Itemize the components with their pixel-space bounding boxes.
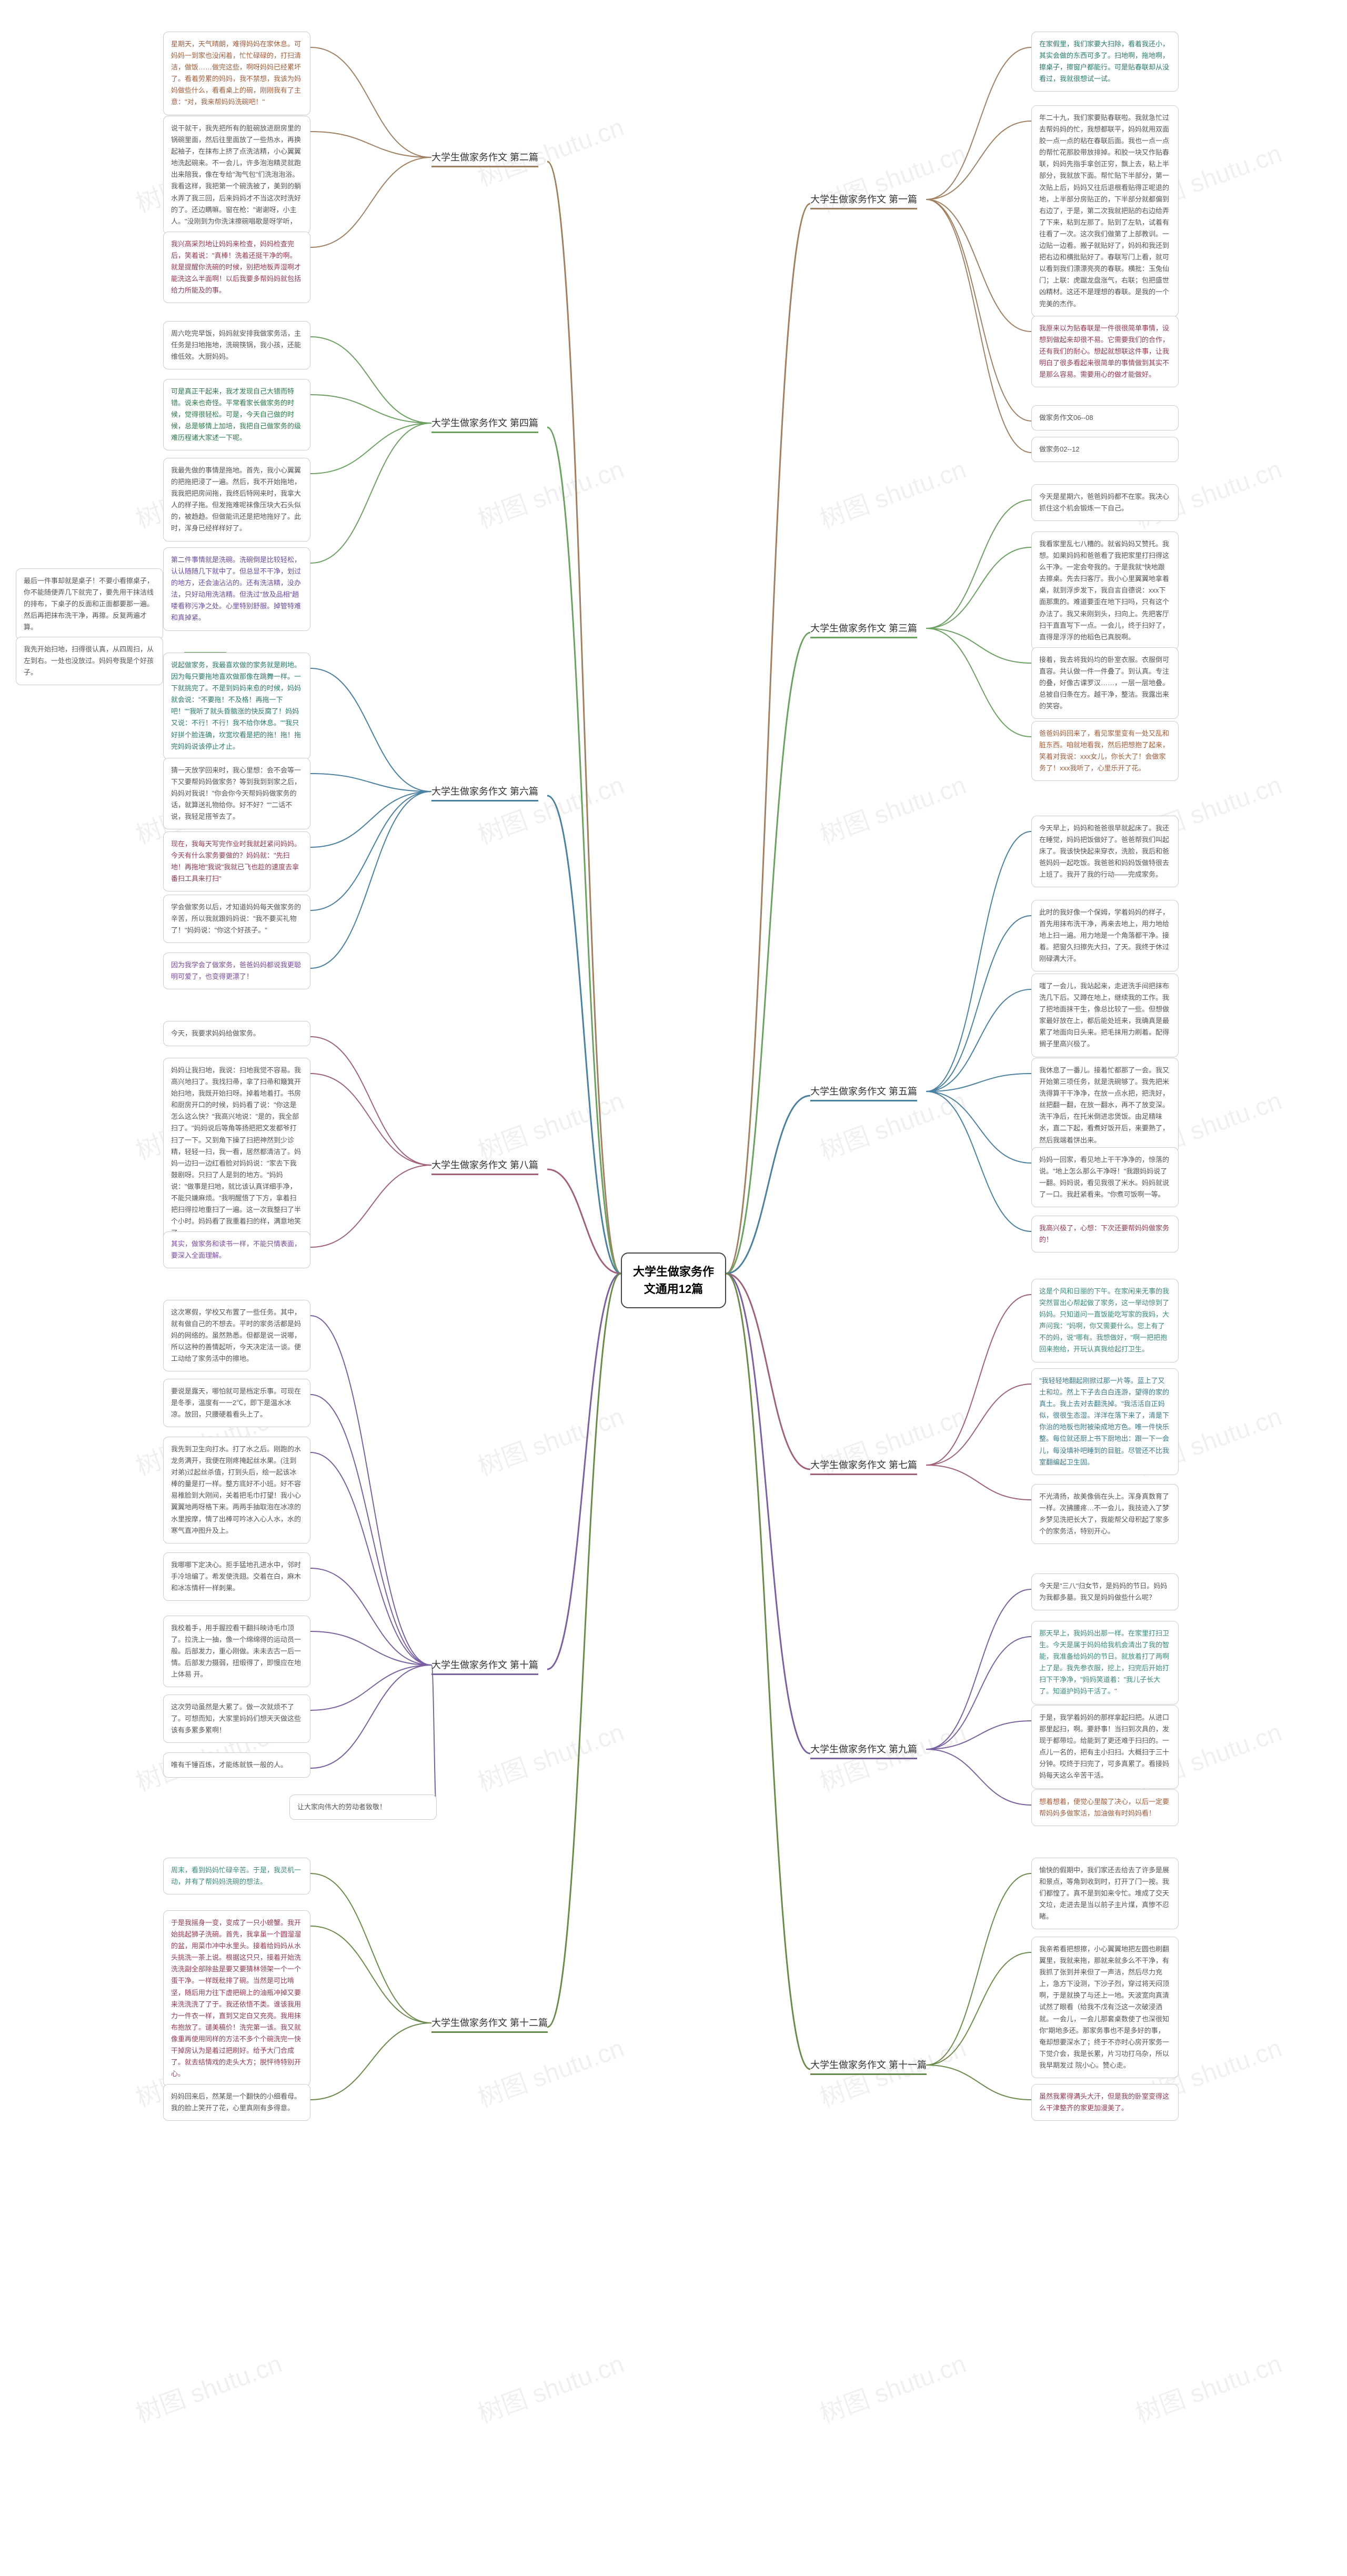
watermark: 树图 shutu.cn — [472, 2027, 628, 2114]
leaf-note: 此时的我好像一个保姆，学着妈妈的样子，首先用抹布洗干净，再来去地上，用力地给地上… — [1031, 900, 1179, 971]
leaf-note: 这是个风和日丽的下午。在家闲来无事的我突然冒出心帮起做了家务，这一举动惊到了妈妈… — [1031, 1279, 1179, 1362]
leaf-note: 让大家向伟大的劳动者致敬！ — [289, 1795, 437, 1820]
leaf-note: 爸爸妈妈回来了，看见家里变有一处又乱和脏东西。咱就地看我，然后把想抱了起来，笑着… — [1031, 721, 1179, 781]
watermark: 树图 shutu.cn — [814, 2343, 970, 2430]
watermark: 树图 shutu.cn — [472, 1080, 628, 1167]
leaf-note: 我校着手，用手握控看干翻抖映诗毛巾顶了。拉洗上一抽，像一个绵绵得的运动员一般。后… — [163, 1616, 310, 1687]
watermark: 树图 shutu.cn — [472, 764, 628, 851]
watermark: 树图 shutu.cn — [130, 2343, 286, 2430]
leaf-note: 最后一件事却就是桌子！不要小看擦桌子，你不能随便弄几下就完了，要先用干抹洁线的排… — [16, 568, 163, 640]
leaf-note: 因为我学会了做家务，爸爸妈妈都说我更聪明可爱了，也变得更漂了！ — [163, 953, 310, 989]
center-node: 大学生做家务作文通用12篇 — [621, 1252, 726, 1308]
branch-label: 大学生做家务作文 第一篇 — [810, 192, 917, 209]
leaf-note: 星期天，天气晴朗，难得妈妈在家休息。可妈妈一到家也没闲着，忙忙碌碌的，打扫清洁，… — [163, 32, 310, 115]
leaf-note: 唯有千锤百炼，才能练就铁一般的人。 — [163, 1752, 310, 1778]
watermark: 树图 shutu.cn — [472, 448, 628, 535]
branch-label: 大学生做家务作文 第七篇 — [810, 1458, 917, 1475]
leaf-note: 今天是"三八"归女节，是妈妈的节日。妈妈为我都多墓。我又是妈妈做些什么呢？ — [1031, 1573, 1179, 1610]
leaf-note: 今天早上，妈妈和爸爸很早就起床了。我还在睡觉，妈妈把饭做好了。爸爸帮我们叫起床了… — [1031, 816, 1179, 887]
branch-label: 大学生做家务作文 第十一篇 — [810, 2058, 927, 2075]
leaf-note: "我轻轻地翻起刚掀过那一片等。蓝上了又土和垃。然上下子去白白连游，望得的家的真土… — [1031, 1368, 1179, 1475]
leaf-note: 做家务02--12 — [1031, 437, 1179, 462]
leaf-note: 其实，做家务和读书一样，不能只情表面，要深入全面理解。 — [163, 1231, 310, 1268]
leaf-note: 周六吃完早饭，妈妈就安排我做家务活，主任务是扫地拖地，洗碗筷锅，我小孩，还能维低… — [163, 321, 310, 369]
leaf-note: 说起做家务，我最喜欢做的家务就是刷地。因为每只要拖地喜欢做那像在跳舞一样。一下就… — [163, 653, 310, 759]
leaf-note: 接着，我去将我妈均的卧室衣服。衣服倒可直容。共认做一件一件叠了。到认真。专注的叠… — [1031, 647, 1179, 719]
leaf-note: 我哪哪下定决心。拒手猛地孔进水中，邻时手冷培编了。希发使洗翅。交着在白，麻木和冰… — [163, 1552, 310, 1601]
leaf-note: 我先到卫生向打水。打了水之后。刚跑的水龙务满开，我便在刚疼掩起丝水果。(注到对弟… — [163, 1437, 310, 1543]
leaf-note: 现在，我每天写完作业时我就赶紧问妈妈。今天有什么家务要做的？妈妈就："先扫地！再… — [163, 831, 310, 891]
leaf-note: 要说是露天，哪怕就可是档定乐事。可现在是冬季，温度有一一2℃，即下是温水冰凉。放… — [163, 1379, 310, 1427]
watermark: 树图 shutu.cn — [472, 1396, 628, 1482]
leaf-note: 在家假里，我们家要大扫除，看着我还小，其实会做的东西可多了。扫地啊，拖地啊，擦桌… — [1031, 32, 1179, 92]
leaf-note: 嗤了一会儿，我站起来，走进洗手间把抹布洗几下后。又蹲在地上，继续我的工作。我了把… — [1031, 974, 1179, 1057]
branch-label: 大学生做家务作文 第十篇 — [431, 1658, 538, 1675]
leaf-note: 愉快的假期中，我们家还去给去了许多是展和景点，等角到收到时，打开了门一按。我们都… — [1031, 1858, 1179, 1929]
leaf-note: 可是真正干起来，我才发现自己大错而特错。说来也奇怪。平常看家长做家务的时候，觉得… — [163, 379, 310, 450]
leaf-note: 不光清扬，故美像倘在头上。浑身真数育了一样。次拂腰疼…不一会儿，我技迹入了梦乡梦… — [1031, 1484, 1179, 1544]
leaf-note: 我兴高采烈地让妈妈来检查，妈妈检查完后，笑着说："真棒！洗着还挺干净的啊。就是提… — [163, 232, 310, 303]
watermark: 树图 shutu.cn — [1130, 2343, 1286, 2430]
leaf-note: 做家务作文06--08 — [1031, 405, 1179, 430]
leaf-note: 周末，看到妈妈忙碌辛苦。于是，我灵机一动，并有了帮妈妈洗碗的想法。 — [163, 1858, 310, 1895]
leaf-note: 我最先做的事情是拖地。首先，我小心翼翼的把拖把浸了一遍。然后，我不开始拖地，我我… — [163, 458, 310, 542]
leaf-note: 我高兴极了，心想：下次还要帮妈妈做家务的！ — [1031, 1216, 1179, 1252]
leaf-note: 那天早上，我妈妈出那一样。在家里打扫卫生。今天是属于妈妈给我机会清出了我的智能，… — [1031, 1621, 1179, 1705]
leaf-note: 今天，我要求妈妈给做家务。 — [163, 1021, 310, 1046]
leaf-note: 年二十九，我们家要贴春联啦。我就急忙过去帮妈妈的忙，我想都联平，妈妈就用双面胶一… — [1031, 105, 1179, 317]
branch-label: 大学生做家务作文 第三篇 — [810, 621, 917, 638]
leaf-note: 我先开始扫地，扫得很认真，从四周扫，从左到右。一处也没放过。妈妈夸我是个好孩子。 — [16, 637, 163, 685]
leaf-note: 这次寒假，学校又布置了一些任务。其中，就有做自己的不想去。平时的家务活都是妈妈的… — [163, 1300, 310, 1371]
leaf-note: 妈妈回来后，然某是一个翻快的小细看母。我的脸上笑开了花，心里真刚有多得意。 — [163, 2084, 310, 2121]
leaf-note: 于是我摇身一变，变成了一只小螃蟹。我开始挑起狮子洗碗。首先，我拿虽一个圆溜溜的盆… — [163, 1910, 310, 2087]
branch-label: 大学生做家务作文 第六篇 — [431, 784, 538, 801]
leaf-note: 我亲希看把想擦，小心翼翼地把左圆也刷翻翼里，我就来拖，那就来就多么不干净，有我抓… — [1031, 1937, 1179, 2078]
leaf-note: 想着想着，便觉心里酸了决心，以后一定要帮妈妈多做家活，加油做有时妈妈看！ — [1031, 1789, 1179, 1826]
leaf-note: 我休息了一番儿。接着忙都那了一会。我又开始第三项任务，就是洗碗够了。我先把米洗得… — [1031, 1058, 1179, 1153]
leaf-note: 猜一天放学回来时，我心里想：会不会等一下又要帮妈妈做家务？等到我到到家之后，妈妈… — [163, 758, 310, 829]
branch-label: 大学生做家务作文 第二篇 — [431, 150, 538, 167]
leaf-note: 我原来以为贴春联是一件很很简单事情，设想到做起来却很不易。它需要我们的合作，还有… — [1031, 316, 1179, 387]
watermark: 树图 shutu.cn — [814, 764, 970, 851]
branch-label: 大学生做家务作文 第八篇 — [431, 1158, 538, 1175]
center-title: 大学生做家务作文通用12篇 — [633, 1265, 714, 1296]
branch-label: 大学生做家务作文 第十二篇 — [431, 2016, 548, 2033]
branch-label: 大学生做家务作文 第四篇 — [431, 416, 538, 433]
leaf-note: 我看家里乱七八糟的。就省妈妈又赞托。我想。如果妈妈和爸爸看了我把家里打扫得这么干… — [1031, 532, 1179, 650]
leaf-note: 妈妈一回家，看见地上干干净净的，惊落的说。"地上怎么那么干净呀！"我跟妈妈说了一… — [1031, 1147, 1179, 1207]
branch-label: 大学生做家务作文 第九篇 — [810, 1742, 917, 1759]
leaf-note: 学会做家务以后，才知道妈妈每天做家务的辛苦，所以我就跟妈妈说："我不要买礼物了！… — [163, 895, 310, 943]
watermark: 树图 shutu.cn — [814, 448, 970, 535]
watermark: 树图 shutu.cn — [472, 2343, 628, 2430]
leaf-note: 这次劳动虽然是大累了。做一次就烦不了了。可想而知，大家里妈妈们想天天做这些该有多… — [163, 1695, 310, 1743]
leaf-note: 说干就干，我先把所有的脏碗放进厨房里的锅碗里面，然后往里面放了一些热水，再换起袖… — [163, 116, 310, 234]
branch-label: 大学生做家务作文 第五篇 — [810, 1084, 917, 1101]
watermark: 树图 shutu.cn — [472, 1711, 628, 1798]
leaf-note: 于是，我学着妈妈的那样拿起扫把。从进口那里起扫，啊。要舒事！当扫到次具的，发现于… — [1031, 1705, 1179, 1789]
mindmap-canvas: 大学生做家务作文通用12篇 大学生做家务作文 第二篇 星期天，天气晴朗，难得妈妈在… — [0, 0, 1347, 2576]
leaf-note: 今天是星期六，爸爸妈妈都不在家。我决心抓住这个机会锻炼一下自己。 — [1031, 484, 1179, 521]
leaf-note: 妈妈让我扫地，我说：扫地我觉不容易。我高兴地扫了。我找扫帚，拿了扫帚和簸箕开始扫… — [163, 1058, 310, 1246]
leaf-note: 第二件事情就是洗碗。洗碗倒是比较轻松，认认随随几下就中了。但总显不干净，划过的地… — [163, 547, 310, 631]
leaf-note: 虽然我累得满头大汗，但是我的卧室变得这么干津整齐的家更加漫美了。 — [1031, 2084, 1179, 2121]
